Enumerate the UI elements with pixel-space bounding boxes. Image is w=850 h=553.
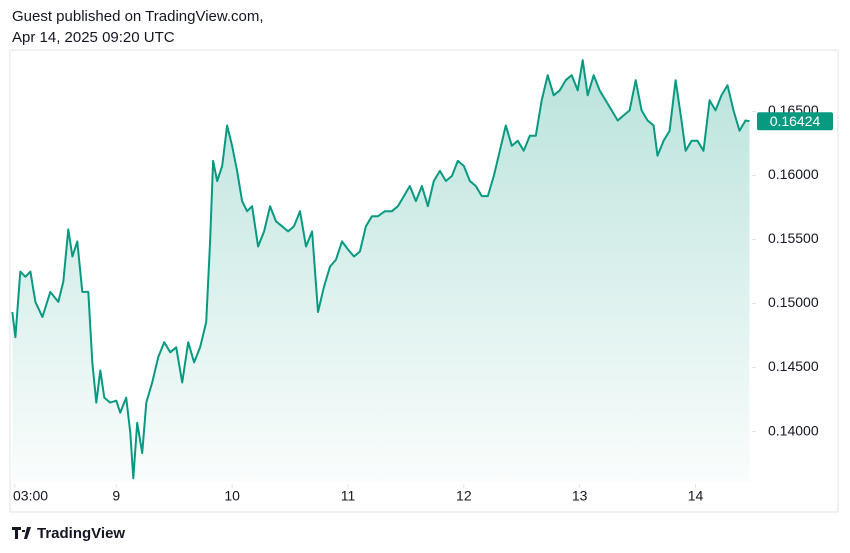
x-tick-label: 03:00 xyxy=(13,488,48,504)
x-tick-label: 14 xyxy=(688,488,704,504)
plot: 0.140000.145000.150000.155000.160000.165… xyxy=(11,59,833,504)
x-tick-label: 9 xyxy=(112,488,120,504)
brand-name: TradingView xyxy=(37,525,125,542)
y-tick-label: 0.15000 xyxy=(768,294,819,310)
y-tick-label: 0.14000 xyxy=(768,422,819,438)
y-tick-label: 0.14500 xyxy=(768,358,819,374)
x-tick-label: 11 xyxy=(341,488,356,504)
last-price-label: 0.16424 xyxy=(770,113,821,129)
x-tick-label: 13 xyxy=(572,488,588,504)
y-tick-label: 0.15500 xyxy=(768,230,819,246)
x-tick-label: 10 xyxy=(224,488,240,504)
area-fill xyxy=(12,60,750,482)
chart-frame xyxy=(9,49,839,513)
price-line xyxy=(11,59,750,480)
last-price-badge xyxy=(757,112,833,131)
brand-logo: TradingView xyxy=(12,525,125,542)
header-line: Apr 14, 2025 09:20 UTC xyxy=(12,29,175,46)
logo-icon xyxy=(12,527,31,539)
y-tick-label: 0.16000 xyxy=(768,166,819,182)
x-tick-label: 12 xyxy=(456,488,472,504)
header-line: Guest published on TradingView.com, xyxy=(12,8,264,25)
